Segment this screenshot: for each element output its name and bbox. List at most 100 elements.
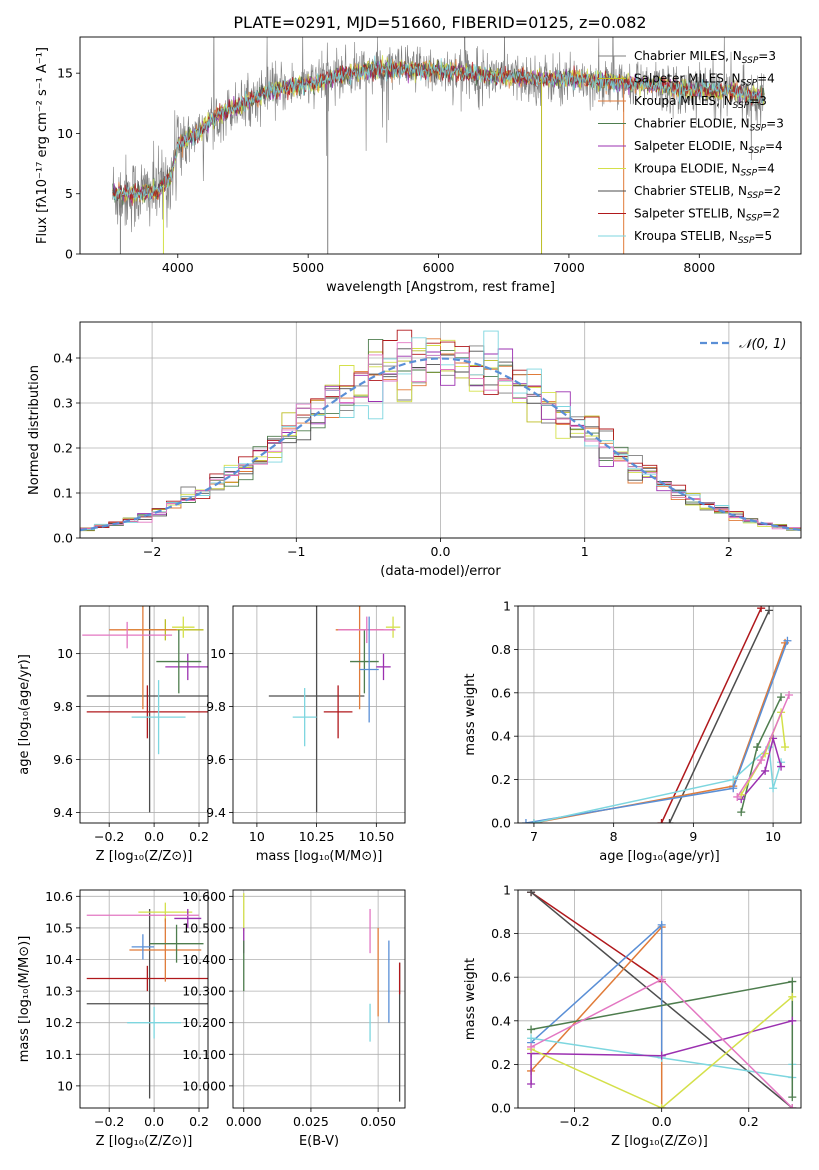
y-tick-label: 0.0 bbox=[491, 1101, 511, 1116]
x-tick-label: 0.050 bbox=[360, 1114, 396, 1129]
data-point bbox=[156, 629, 202, 694]
x-tick-label: −2 bbox=[143, 544, 161, 559]
axes-frame bbox=[79, 605, 209, 824]
y-tick-label: 10.600 bbox=[182, 889, 226, 904]
series-line bbox=[530, 1020, 793, 1084]
legend-label: Salpeter ELODIE, NSSP=4 bbox=[634, 139, 783, 156]
x-tick-label: 10.50 bbox=[358, 829, 394, 844]
x-tick-label: 0.0 bbox=[652, 1114, 672, 1129]
y-tick-label: 10.1 bbox=[45, 1047, 73, 1062]
x-tick-label: 0.025 bbox=[293, 1114, 329, 1129]
y-tick-label: 0 bbox=[65, 247, 73, 262]
x-tick-label: 4000 bbox=[162, 260, 194, 275]
plot-area bbox=[521, 606, 794, 823]
y-tick-label: 1 bbox=[503, 883, 511, 898]
series-line bbox=[740, 735, 782, 800]
data-point bbox=[127, 1006, 182, 1039]
y-tick-label: 0.2 bbox=[491, 1057, 511, 1072]
y-tick-label: 10 bbox=[210, 646, 226, 661]
panel-mass-weight-vs-age: 7 8 9 10 0.0 0.2 0.4 0.6 0.8 1 age [log₁₀(age/yr)]… bbox=[463, 599, 802, 864]
series-marker bbox=[729, 784, 738, 793]
y-tick-label: 9.6 bbox=[53, 752, 73, 767]
y-tick-label: 0.6 bbox=[491, 970, 511, 985]
series-marker bbox=[527, 1034, 536, 1043]
data-point bbox=[268, 606, 365, 813]
x-tick-label: 6000 bbox=[423, 260, 455, 275]
x-tick-label: 1 bbox=[581, 544, 589, 559]
y-tick-label: 5 bbox=[65, 186, 73, 201]
x-tick-label: −0.2 bbox=[559, 1114, 589, 1129]
series-marker bbox=[788, 1104, 797, 1108]
y-tick-label: 10.100 bbox=[182, 1047, 226, 1062]
axes-frame bbox=[79, 36, 802, 255]
x-axis-label: age [log₁₀(age/yr)] bbox=[599, 849, 720, 864]
data-point bbox=[82, 621, 173, 649]
figure-title: PLATE=0291, MJD=51660, FIBERID=0125, z=0… bbox=[233, 13, 646, 32]
series-marker bbox=[788, 977, 797, 986]
y-tick-label: 0.3 bbox=[53, 396, 73, 411]
series-marker bbox=[777, 762, 786, 771]
x-axis-label: Z [log₁₀(Z/Z⊙)] bbox=[96, 849, 193, 864]
series-marker bbox=[765, 606, 774, 615]
y-tick-label: 10.000 bbox=[182, 1078, 226, 1093]
y-tick-label: 0.0 bbox=[491, 816, 511, 831]
plot-area bbox=[82, 606, 208, 813]
legend-label: Kroupa STELIB, NSSP=5 bbox=[634, 229, 772, 246]
legend-label: Kroupa ELODIE, NSSP=4 bbox=[634, 162, 775, 179]
y-tick-label: 0.8 bbox=[491, 926, 511, 941]
axes-frame bbox=[79, 321, 802, 539]
series-line bbox=[530, 891, 663, 983]
y-tick-label: 9.6 bbox=[206, 752, 226, 767]
y-tick-label: 10.3 bbox=[45, 984, 73, 999]
y-tick-label: 0.4 bbox=[53, 351, 73, 366]
data-point bbox=[174, 908, 202, 928]
axes-frame bbox=[517, 605, 802, 824]
y-tick-label: 0.8 bbox=[491, 642, 511, 657]
y-tick-label: 10 bbox=[57, 1078, 73, 1093]
y-tick-label: 10 bbox=[57, 646, 73, 661]
data-point bbox=[131, 934, 155, 960]
y-tick-label: 0.2 bbox=[491, 772, 511, 787]
plot-area bbox=[112, 37, 765, 254]
series-marker bbox=[777, 693, 786, 702]
x-tick-label: 7000 bbox=[553, 260, 585, 275]
data-point bbox=[129, 918, 202, 982]
x-tick-label: 2 bbox=[725, 544, 733, 559]
y-tick-label: 10.4 bbox=[45, 952, 73, 967]
x-axis-label: E(B-V) bbox=[299, 1134, 339, 1149]
series-marker bbox=[788, 1016, 797, 1025]
series-marker bbox=[665, 819, 674, 823]
x-axis-label: Z [log₁₀(Z/Z⊙)] bbox=[96, 1134, 193, 1149]
data-point bbox=[86, 685, 208, 739]
data-point bbox=[149, 924, 204, 963]
series-marker bbox=[757, 756, 766, 765]
series-marker bbox=[527, 1025, 536, 1034]
y-axis-label: mass [log₁₀(M/M⊙)] bbox=[17, 936, 32, 1063]
y-tick-label: 9.8 bbox=[206, 699, 226, 714]
series-marker bbox=[753, 743, 762, 752]
legend-label: Salpeter MILES, NSSP=4 bbox=[634, 72, 775, 89]
series-marker bbox=[781, 743, 790, 752]
legend-label: Chabrier MILES, NSSP=3 bbox=[634, 49, 776, 66]
panel-residual-histogram: −2 −1 0.0 1 2 0.0 0.1 0.2 0.3 0.4 (data-model)/err… bbox=[27, 321, 802, 579]
series-marker bbox=[657, 920, 666, 929]
plot-area bbox=[243, 893, 401, 1102]
series-marker bbox=[788, 1093, 797, 1102]
data-point bbox=[385, 616, 401, 638]
x-axis-label: Z [log₁₀(Z/Z⊙)] bbox=[611, 1134, 708, 1149]
series-marker bbox=[733, 792, 742, 801]
y-tick-label: 10 bbox=[57, 126, 73, 141]
x-tick-label: 8 bbox=[610, 829, 618, 844]
data-point bbox=[376, 653, 391, 681]
y-axis-label: age [log₁₀(age/yr)] bbox=[17, 654, 32, 775]
series-marker bbox=[657, 1104, 666, 1108]
y-tick-label: 10.6 bbox=[45, 889, 73, 904]
x-tick-label: −1 bbox=[287, 544, 305, 559]
series-marker bbox=[521, 819, 530, 823]
x-axis-label: (data-model)/error bbox=[380, 564, 501, 579]
x-tick-label: 0.2 bbox=[189, 829, 209, 844]
x-tick-label: −0.2 bbox=[94, 829, 124, 844]
x-tick-label: 5000 bbox=[292, 260, 324, 275]
panel-spectrum: 4000 5000 6000 7000 8000 0 5 10 15 wavelength [An… bbox=[35, 36, 802, 295]
